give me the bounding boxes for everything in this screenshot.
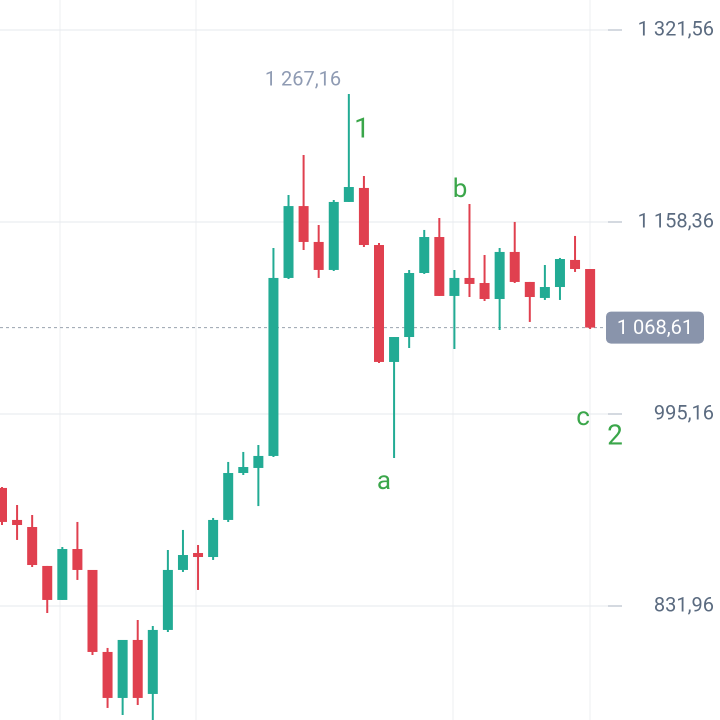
last-price-badge [606,311,704,344]
candle-body [404,273,415,338]
candle-body [162,569,173,630]
y-tick-label: 1 158,36 [638,208,714,232]
candle-body [570,259,581,270]
candle-body [539,287,550,298]
candle-body [585,269,596,328]
candle-body [343,187,354,202]
candle-body [117,639,128,698]
candle-body [223,473,234,520]
last-price-label: 1 068,61 [617,315,693,339]
candle-body [253,455,264,468]
candle-body [494,251,505,300]
candle-body [177,555,188,570]
candle-body [328,201,339,270]
y-tick-label: 1 321,56 [638,16,714,40]
candle-body [72,549,83,570]
candle-body [313,241,324,270]
high-label: 1 267,16 [265,66,341,90]
candle-body [298,206,309,242]
candle-body [464,277,475,284]
candle-body [132,639,143,698]
candle-body [524,281,535,298]
candle-body [374,245,384,362]
candle-body [12,519,23,526]
candle-body [554,259,565,288]
candle-body [42,565,53,600]
candle-body [268,277,279,456]
candle-body [479,283,490,300]
candle-body [147,629,158,694]
candle-body [27,527,38,566]
candle-body [87,569,98,652]
wave-annotation: b [453,174,468,204]
wave-annotation: 2 [607,418,623,451]
y-tick-label: 995,16 [654,400,714,424]
candle-body [102,651,113,698]
candle-body [0,487,7,522]
y-tick-label: 831,96 [654,592,714,616]
wave-annotation: a [377,466,391,496]
wave-annotation: 1 [354,111,370,144]
candle-body [434,237,445,296]
candle-body [419,237,430,274]
candle-body [509,251,520,282]
candle-body [283,206,294,278]
candle-body [193,553,204,558]
candle-body [208,519,219,558]
candle-body [389,337,400,362]
candle-body [358,187,369,246]
candle-body [238,467,249,474]
wave-annotation: c [576,402,590,432]
candle-body [57,549,68,600]
candle-body [449,277,460,296]
